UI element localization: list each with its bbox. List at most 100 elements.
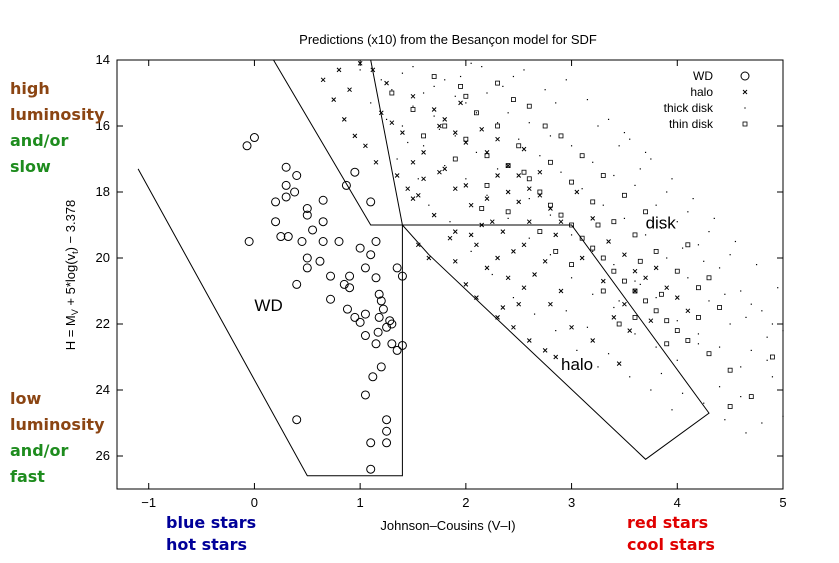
point-halo xyxy=(500,229,506,234)
point-thin-disk xyxy=(643,298,648,304)
point-thin-disk xyxy=(696,285,701,291)
point-thick-disk xyxy=(470,62,472,64)
point-halo xyxy=(431,107,437,112)
point-thick-disk xyxy=(634,184,636,186)
point-thin-disk xyxy=(410,107,416,112)
annotation-luminosity-top: luminosity xyxy=(10,105,105,124)
point-thin-disk xyxy=(569,222,574,228)
point-halo xyxy=(643,275,648,281)
point-thick-disk xyxy=(370,102,372,104)
point-halo xyxy=(600,278,606,284)
point-halo xyxy=(431,212,437,218)
point-halo xyxy=(447,235,453,241)
point-halo xyxy=(394,173,400,178)
point-WD xyxy=(373,327,383,337)
point-thick-disk xyxy=(433,85,435,87)
point-halo xyxy=(410,159,416,165)
point-WD xyxy=(368,372,378,382)
point-thick-disk xyxy=(422,92,425,94)
point-thick-disk xyxy=(380,79,382,81)
x-tick-label: 1 xyxy=(357,495,364,510)
point-thin-disk xyxy=(495,123,500,129)
point-WD xyxy=(271,197,281,207)
point-thick-disk xyxy=(729,323,731,325)
point-WD xyxy=(366,197,376,207)
point-WD xyxy=(374,289,384,299)
point-halo xyxy=(405,186,411,192)
point-thin-disk xyxy=(632,314,638,320)
point-WD xyxy=(387,319,397,329)
point-halo xyxy=(569,324,574,330)
point-thick-disk xyxy=(454,95,456,97)
point-thick-disk xyxy=(475,112,478,114)
point-thin-disk xyxy=(463,136,469,142)
point-WD xyxy=(355,317,365,327)
point-WD xyxy=(302,263,312,273)
point-halo xyxy=(421,176,426,182)
point-WD xyxy=(292,279,302,289)
point-WD xyxy=(350,312,360,322)
point-halo xyxy=(505,275,511,281)
point-halo xyxy=(442,117,448,122)
point-thick-disk xyxy=(528,198,530,200)
point-halo xyxy=(479,222,485,228)
point-thick-disk xyxy=(555,102,557,104)
point-thin-disk xyxy=(553,248,559,254)
point-thin-disk xyxy=(558,212,564,218)
point-thick-disk xyxy=(438,128,441,130)
point-thick-disk xyxy=(428,204,430,206)
point-thick-disk xyxy=(560,171,562,173)
point-WD xyxy=(302,253,312,263)
point-WD xyxy=(345,271,355,281)
point-thin-disk xyxy=(463,93,469,99)
point-thick-disk xyxy=(718,267,721,269)
point-halo xyxy=(542,258,548,264)
point-thick-disk xyxy=(507,217,509,219)
point-thick-disk xyxy=(549,254,552,256)
point-halo xyxy=(426,255,432,261)
point-WD xyxy=(345,283,355,293)
point-thick-disk xyxy=(740,396,742,398)
annotation-high: high xyxy=(10,79,50,98)
point-WD xyxy=(318,217,328,227)
point-thick-disk xyxy=(697,333,700,335)
point-halo xyxy=(452,130,458,135)
point-thick-disk xyxy=(607,118,610,120)
point-thin-disk xyxy=(516,143,522,149)
point-WD xyxy=(371,273,381,283)
point-WD xyxy=(371,237,381,246)
point-halo xyxy=(495,315,500,320)
point-thin-disk xyxy=(659,291,664,297)
point-WD xyxy=(292,415,302,425)
point-thick-disk xyxy=(777,287,779,289)
annotation-red-cool: red stars cool stars xyxy=(627,512,715,556)
point-halo xyxy=(505,163,511,168)
point-halo xyxy=(479,126,485,132)
point-thick-disk xyxy=(666,191,668,193)
point-thick-disk xyxy=(518,138,520,140)
point-WD xyxy=(283,232,293,242)
point-thick-disk xyxy=(459,75,462,78)
point-thick-disk xyxy=(481,66,483,68)
point-WD xyxy=(355,243,365,253)
point-thick-disk xyxy=(740,366,742,368)
point-thick-disk xyxy=(586,99,589,101)
point-thin-disk xyxy=(653,248,659,254)
point-halo xyxy=(410,196,416,201)
point-halo xyxy=(452,258,458,264)
point-thick-disk xyxy=(666,257,668,259)
point-halo xyxy=(495,255,500,261)
point-WD xyxy=(281,162,291,172)
point-thick-disk xyxy=(697,343,700,345)
point-thin-disk xyxy=(717,305,722,310)
point-thin-disk xyxy=(495,80,500,86)
point-thick-disk xyxy=(422,145,425,147)
point-WD xyxy=(326,294,336,304)
x-tick-label: 2 xyxy=(462,495,469,510)
point-thin-disk xyxy=(653,308,659,314)
point-halo xyxy=(526,219,532,225)
point-WD xyxy=(271,217,281,227)
point-halo xyxy=(331,97,337,102)
y-tick-label: 14 xyxy=(96,52,110,67)
point-halo xyxy=(474,242,479,248)
